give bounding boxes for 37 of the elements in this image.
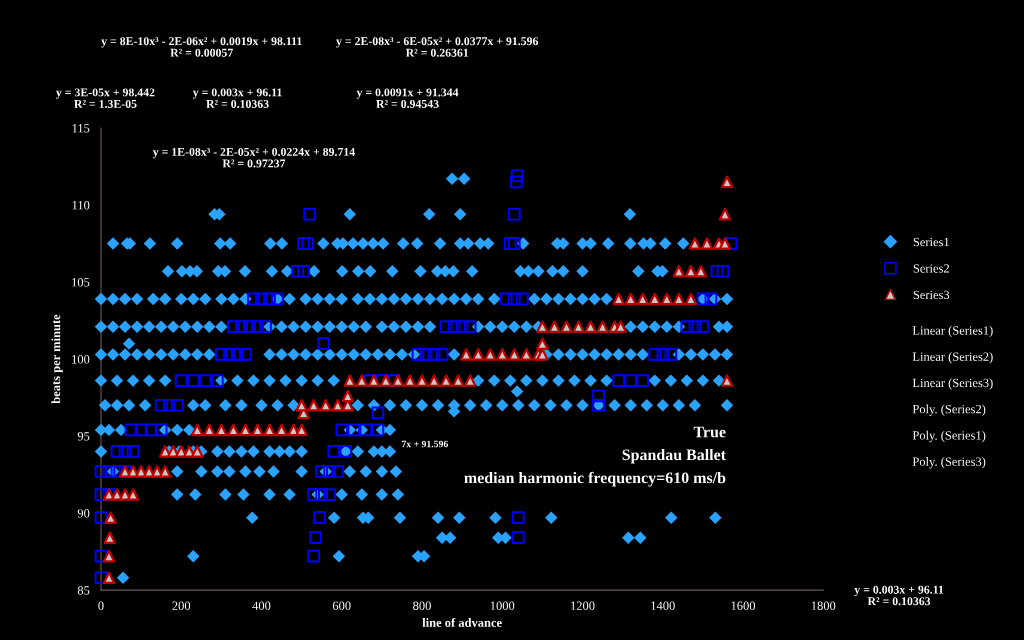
- x-tick-label: 1600: [731, 601, 756, 610]
- annotation: 7x + 91.596: [401, 440, 448, 448]
- x-tick-label: 200: [172, 601, 191, 610]
- text: y = 3E-05x + 98.442 R² = 1.3E-05: [56, 88, 155, 108]
- text: Poly. (Series2): [912, 404, 986, 416]
- x-tick-label: 1800: [811, 601, 836, 610]
- text: Poly. (Series3): [912, 457, 986, 469]
- annotation: True Spandau Ballet median harmonic frequency=610 ms/b: [464, 426, 726, 487]
- y-tick-label: 115: [72, 124, 90, 133]
- text: y = 0.0091x + 91.344 R² = 0.94543: [356, 88, 459, 108]
- y-tick-label: 105: [72, 278, 90, 287]
- x-tick-label: 0: [98, 601, 104, 610]
- y-axis-title: beats per minute: [51, 314, 63, 404]
- x-tick-label: 1400: [651, 601, 675, 610]
- legend-label: Series1: [913, 237, 949, 247]
- text: y = 2E-08x³ - 6E-05x² + 0.0377x + 91.596 R² = 0.26361: [336, 37, 539, 57]
- text: y = 0.003x + 96.11 R² = 0.10363: [192, 88, 282, 108]
- x-tick-label: 800: [413, 601, 431, 610]
- legend-label: Series2: [913, 264, 949, 273]
- y-tick-label: 90: [77, 509, 90, 518]
- text: y = 8E-10x³ - 2E-06x² + 0.0019x + 98.111 R² = 0.00057: [101, 37, 302, 57]
- x-tick-label: 600: [332, 601, 351, 610]
- legend-label: Series3: [913, 290, 950, 300]
- annotation: y = 1E-08x³ - 2E-05x² + 0.0224x + 89.714 R² = 0.97237: [152, 147, 355, 168]
- text: Poly. (Series1): [912, 430, 986, 443]
- y-tick-label: 85: [77, 586, 90, 595]
- x-tick-label: 1000: [490, 601, 515, 610]
- x-tick-label: 400: [252, 601, 271, 610]
- text: Linear (Series3): [912, 378, 993, 390]
- x-tick-label: 1200: [571, 601, 595, 610]
- text: Linear (Series1): [912, 325, 993, 338]
- y-tick-label: 110: [72, 201, 90, 210]
- y-tick-label: 100: [72, 355, 90, 364]
- text: Linear (Series2): [912, 352, 993, 364]
- text: y = 0.003x + 96.11 R² = 0.10363: [854, 585, 944, 606]
- y-tick-label: 95: [77, 432, 90, 441]
- x-axis-title: line of advance: [422, 617, 502, 627]
